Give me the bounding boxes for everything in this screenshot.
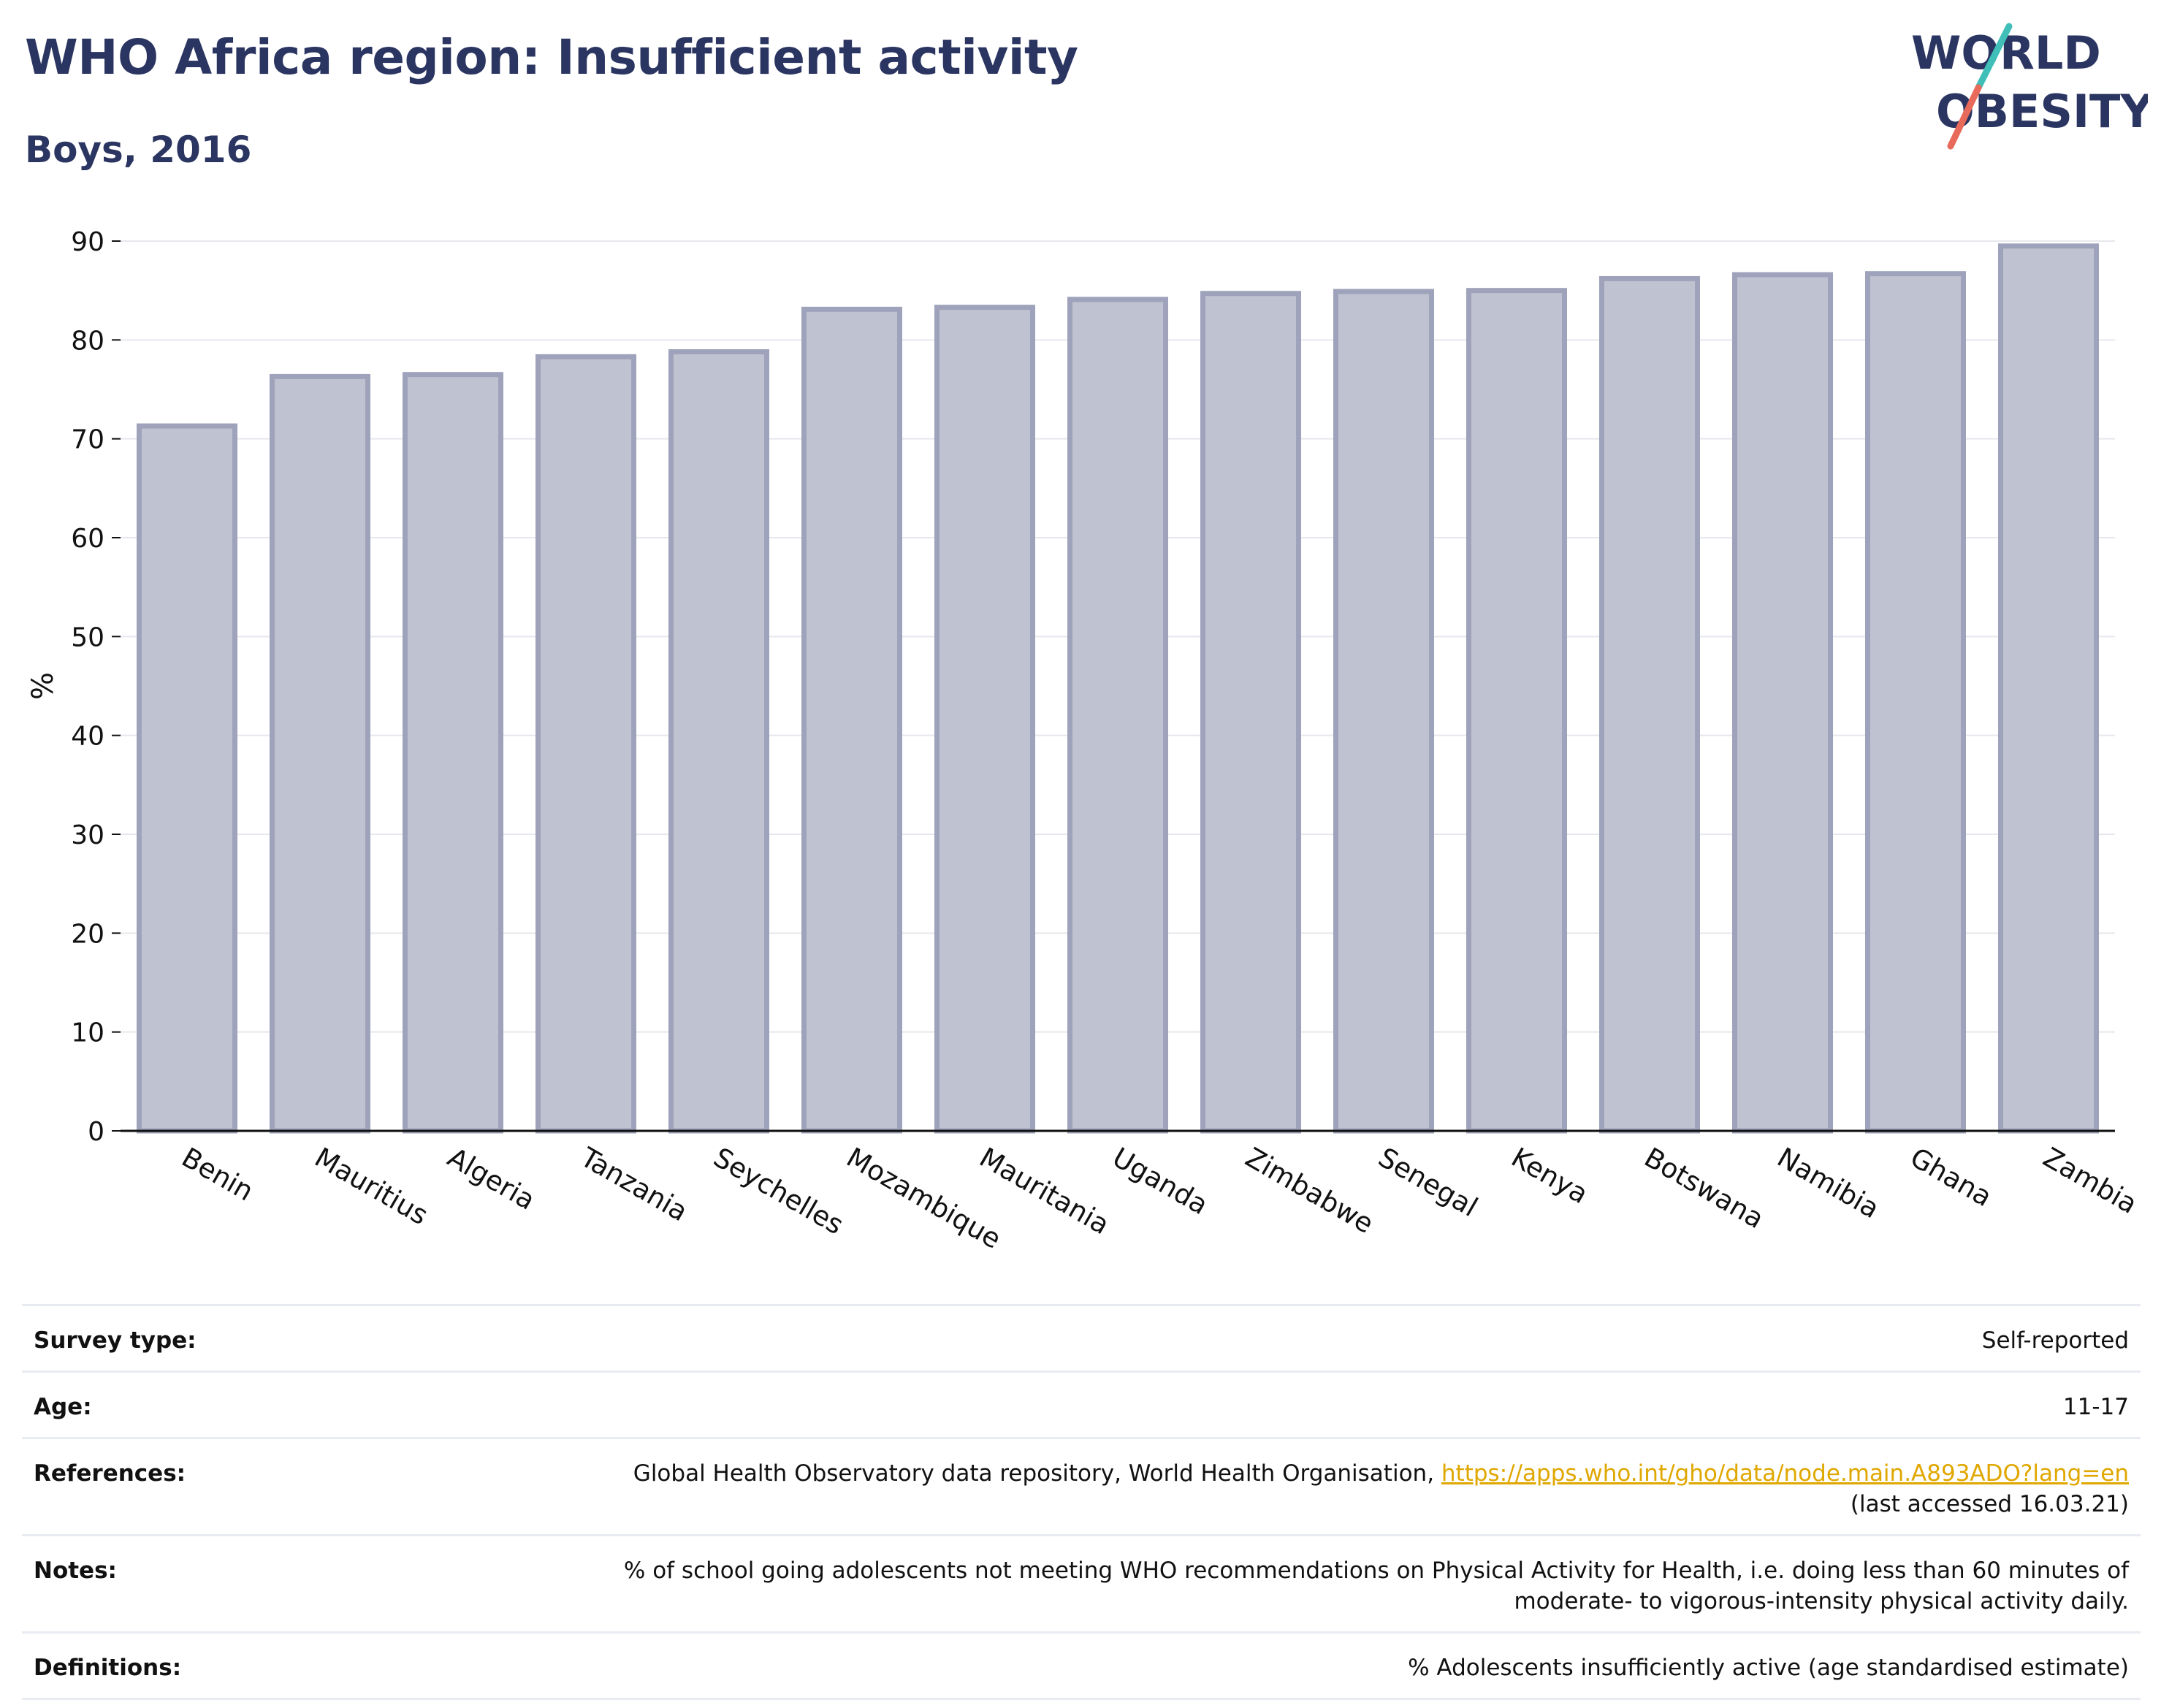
survey-type-value: Self-reported [1981, 1327, 2129, 1354]
survey-type-label: Survey type: [34, 1327, 197, 1354]
references-suffix: (last accessed 16.03.21) [1850, 1491, 2129, 1517]
x-tick-label: Benin [177, 1142, 259, 1208]
x-tick-label: Ghana [1905, 1142, 1997, 1213]
y-tick-label: 70 [71, 425, 104, 455]
notes-value: % of school going adolescents not meetin… [624, 1555, 2129, 1617]
meta-row-notes: Notes: % of school going adolescents not… [22, 1534, 2141, 1631]
bar-senegal [1333, 289, 1435, 1134]
logo-slash-coral [1947, 84, 1982, 150]
meta-row-definitions: Definitions: % Adolescents insufficientl… [22, 1631, 2141, 1700]
x-tick-label: Seychelles [709, 1142, 849, 1241]
bar-benin [136, 423, 238, 1134]
x-tick-label: Senegal [1373, 1142, 1483, 1224]
age-value: 11-17 [2062, 1394, 2129, 1420]
x-tick-label: Algeria [443, 1142, 541, 1216]
y-tick-label: 20 [71, 919, 104, 949]
bar-zambia [1997, 243, 2100, 1134]
x-tick-label: Namibia [1772, 1142, 1885, 1225]
y-axis-label: % [26, 672, 60, 700]
bar-zimbabwe [1200, 291, 1302, 1134]
meta-row-age: Age: 11-17 [22, 1370, 2141, 1437]
bar-uganda [1067, 297, 1169, 1134]
x-tick-label: Zimbabwe [1240, 1142, 1379, 1240]
references-value: Global Health Observatory data repositor… [633, 1458, 2129, 1520]
bars [136, 243, 2100, 1134]
y-tick-label: 0 [88, 1117, 104, 1147]
bar-seychelles [668, 349, 770, 1134]
meta-row-references: References: Global Health Observatory da… [22, 1437, 2141, 1534]
logo-line2: OBESITY [1936, 85, 2148, 138]
meta-row-survey-type: Survey type: Self-reported [22, 1304, 2141, 1370]
x-tick-label: Mauritius [310, 1142, 434, 1232]
bar-botswana [1598, 275, 1701, 1134]
bar-mozambique [801, 306, 903, 1134]
x-tick-label: Tanzania [575, 1141, 693, 1227]
references-link[interactable]: https://apps.who.int/gho/data/node.main.… [1441, 1460, 2129, 1487]
y-tick-label: 90 [71, 227, 104, 257]
logo-slash-teal [1975, 23, 2013, 91]
y-tick-label: 30 [71, 820, 104, 850]
metadata-table: Survey type: Self-reported Age: 11-17 Re… [22, 1304, 2141, 1700]
definitions-value: % Adolescents insufficiently active (age… [1408, 1655, 2129, 1681]
world-obesity-logo: WORLD OBESITY [1911, 23, 2148, 150]
notes-line1: % of school going adolescents not meetin… [623, 1558, 2129, 1584]
x-tick-label: Zambia [2038, 1142, 2143, 1220]
x-tick-label: Kenya [1506, 1142, 1594, 1211]
notes-line2: moderate- to vigorous-intensity physical… [1514, 1588, 2129, 1614]
y-tick-label: 80 [71, 326, 104, 356]
bar-kenya [1466, 288, 1568, 1134]
references-label: References: [34, 1460, 186, 1487]
bar-algeria [402, 372, 504, 1134]
bar-mauritania [934, 305, 1036, 1134]
y-tick-label: 10 [71, 1018, 104, 1048]
age-label: Age: [34, 1394, 92, 1420]
bar-chart: 0 10 20 30 40 50 60 70 80 90 Benin Mauritius Algeria… [26, 227, 2143, 1255]
x-tick-label: Botswana [1639, 1142, 1769, 1235]
y-tick-label: 60 [71, 524, 104, 554]
bar-mauritius [269, 373, 371, 1134]
bar-ghana [1864, 271, 1967, 1134]
notes-label: Notes: [34, 1558, 117, 1584]
chart-title: WHO Africa region: Insufficient activity [25, 29, 1078, 85]
y-tick-label: 50 [71, 622, 104, 652]
definitions-label: Definitions: [34, 1655, 182, 1681]
references-text: Global Health Observatory data repositor… [633, 1460, 1441, 1487]
bar-namibia [1731, 272, 1834, 1134]
bar-tanzania [535, 354, 637, 1134]
y-tick-label: 40 [71, 722, 104, 752]
x-tick-label: Uganda [1108, 1142, 1213, 1221]
chart-subtitle: Boys, 2016 [25, 129, 252, 171]
